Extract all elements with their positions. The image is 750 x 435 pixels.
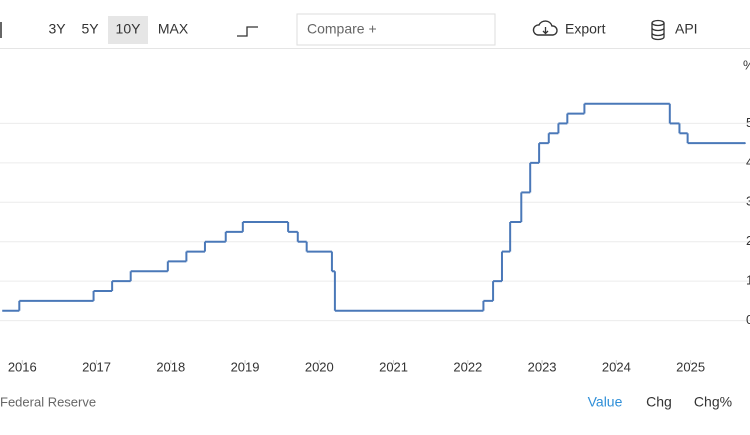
range-button[interactable]: 5Y (81, 21, 99, 37)
compare-input[interactable]: Compare + (307, 21, 377, 37)
x-tick-label: 2022 (453, 359, 482, 374)
compare-box[interactable] (296, 13, 496, 46)
api-icon[interactable] (651, 19, 665, 41)
y-tick-label: 3 (746, 194, 750, 209)
step-icon[interactable] (237, 26, 258, 37)
x-tick-label: 2018 (156, 359, 185, 374)
y-tick-label: 1 (746, 273, 750, 288)
y-tick-label: 0 (746, 312, 750, 327)
x-tick-label: 2017 (82, 359, 111, 374)
range-button[interactable]: MAX (158, 21, 189, 37)
x-tick-label: 2019 (231, 359, 260, 374)
source: Federal Reserve (0, 394, 96, 409)
y-tick-label: 2 (746, 233, 750, 248)
end-point (743, 142, 746, 145)
y-tick-label: 5 (746, 115, 750, 130)
export-button[interactable]: Export (565, 21, 606, 37)
range-button[interactable]: 3Y (48, 21, 66, 37)
api-button[interactable]: API (675, 21, 698, 37)
x-tick-label: 2025 (676, 359, 705, 374)
active-range-bg (108, 16, 148, 44)
x-tick-label: 2016 (8, 359, 37, 374)
y-unit: % (743, 57, 750, 72)
x-tick-label: 2023 (528, 359, 557, 374)
export-icon[interactable] (532, 20, 558, 36)
x-tick-label: 2021 (379, 359, 408, 374)
view-button[interactable]: Value (588, 394, 623, 410)
range-button[interactable]: 10Y (116, 21, 142, 37)
view-button[interactable]: Chg% (694, 394, 732, 410)
x-tick-label: 2024 (602, 359, 631, 374)
export-arrow (542, 27, 549, 35)
view-button[interactable]: Chg (646, 394, 672, 410)
y-tick-label: 4 (746, 154, 750, 169)
x-tick-label: 2020 (305, 359, 334, 374)
